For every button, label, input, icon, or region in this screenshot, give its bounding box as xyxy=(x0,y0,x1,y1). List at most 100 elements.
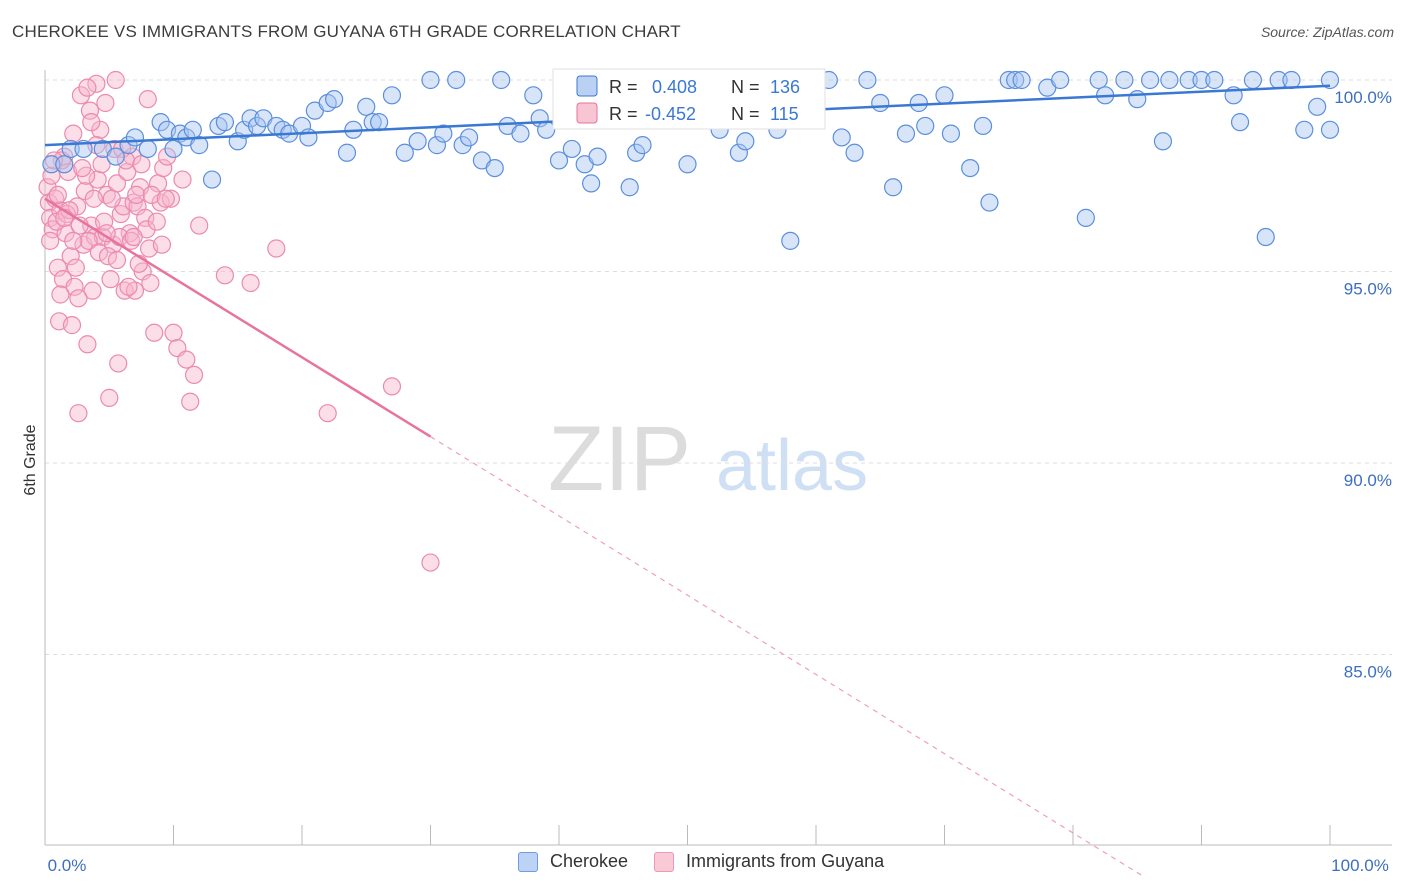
cherokee-point xyxy=(524,86,543,105)
cherokee-point xyxy=(537,120,556,139)
legend-item-guyana: Immigrants from Guyana xyxy=(654,851,884,872)
cherokee-point xyxy=(845,143,864,162)
guyana-point xyxy=(83,281,102,300)
cherokee-point xyxy=(1153,132,1173,151)
grid-lines xyxy=(45,79,1392,655)
cherokee-point xyxy=(973,116,993,136)
cherokee-point xyxy=(357,97,376,116)
guyana-point xyxy=(61,247,80,266)
guyana-point xyxy=(109,354,128,373)
legend-r-value-cherokee: 0.408 xyxy=(652,77,697,97)
guyana-point xyxy=(51,285,70,304)
cherokee-point xyxy=(1205,70,1224,90)
guyana-point xyxy=(421,553,440,572)
y-tick-label: 85.0% xyxy=(1344,663,1392,682)
guyana-point xyxy=(164,323,183,342)
cherokee-point xyxy=(1282,70,1301,90)
legend-r-value-guyana: -0.452 xyxy=(645,104,696,124)
cherokee-point xyxy=(909,93,928,113)
cherokee-point xyxy=(549,151,569,170)
guyana-point xyxy=(41,231,60,250)
legend-n-label-cherokee: N = xyxy=(731,77,760,97)
cherokee-point xyxy=(781,231,800,250)
guyana-point xyxy=(87,74,106,93)
legend-n-value-guyana: 115 xyxy=(770,104,799,124)
cherokee-point xyxy=(202,170,222,189)
guyana-point xyxy=(190,216,209,235)
cherokee-point xyxy=(858,70,877,90)
guyana-point xyxy=(80,101,100,120)
guyana-point xyxy=(64,124,83,143)
guyana-point xyxy=(184,365,204,385)
watermark-atlas: atlas xyxy=(716,426,868,506)
cherokee-point xyxy=(633,136,652,155)
guyana-point xyxy=(152,235,172,254)
guyana-point xyxy=(141,273,160,293)
guyana-point xyxy=(145,323,164,342)
guyana-point xyxy=(181,392,200,411)
guyana-point xyxy=(116,151,136,170)
cherokee-point xyxy=(980,193,999,212)
source-note: Source: ZipAtlas.com xyxy=(1260,24,1394,40)
cherokee-point xyxy=(325,90,344,109)
guyana-point xyxy=(156,189,175,208)
guyana-point xyxy=(82,113,101,132)
cherokee-point xyxy=(1089,70,1108,90)
cherokee-point xyxy=(1012,70,1031,90)
cherokee-point xyxy=(1230,113,1250,132)
legend-label-cherokee: Cherokee xyxy=(550,851,629,871)
cherokee-point xyxy=(961,158,980,178)
y-axis-label: 6th Grade xyxy=(22,424,39,495)
cherokee-point xyxy=(337,143,357,162)
cherokee-point xyxy=(1140,70,1160,90)
series-guyana-points xyxy=(38,70,440,572)
cherokee-point xyxy=(1243,70,1263,90)
guyana-point xyxy=(79,231,98,250)
correlation-legend: R = 0.408 N = 136 R = -0.452 N = 115 xyxy=(552,68,826,130)
series-legend: Cherokee Immigrants from Guyana xyxy=(518,851,910,872)
guyana-point xyxy=(95,212,114,231)
cherokee-point xyxy=(588,147,607,166)
guyana-point xyxy=(64,231,83,250)
cherokee-point xyxy=(1076,208,1095,227)
guyana-point xyxy=(241,273,260,293)
chart-title: CHEROKEE VS IMMIGRANTS FROM GUYANA 6TH G… xyxy=(12,22,681,41)
guyana-point xyxy=(107,250,127,270)
legend-color-cherokee xyxy=(518,851,538,872)
cherokee-point xyxy=(871,93,890,113)
guyana-point xyxy=(78,78,97,97)
guyana-trend-line xyxy=(44,197,432,438)
x-tick-label-max: 100.0% xyxy=(1331,856,1389,875)
guyana-point xyxy=(65,277,84,296)
guyana-point xyxy=(173,170,192,189)
guyana-point xyxy=(102,189,121,208)
cherokee-point xyxy=(1192,70,1211,90)
guyana-point xyxy=(124,227,143,247)
guyana-point xyxy=(96,93,115,113)
guyana-point xyxy=(154,158,173,178)
cherokee-point xyxy=(1115,70,1134,90)
cherokee-point xyxy=(421,70,440,90)
cherokee-point xyxy=(1308,97,1327,116)
guyana-point xyxy=(138,90,157,109)
guyana-point xyxy=(84,189,103,208)
guyana-point xyxy=(89,243,109,262)
guyana-point xyxy=(136,208,155,227)
guyana-point xyxy=(119,277,138,296)
cherokee-point xyxy=(183,120,202,139)
guyana-point xyxy=(147,212,166,231)
guyana-point xyxy=(132,155,151,174)
cherokee-point xyxy=(485,158,504,178)
guyana-point xyxy=(69,404,88,423)
cherokee-point xyxy=(1295,120,1314,139)
cherokee-point xyxy=(736,132,755,151)
y-tick-label: 90.0% xyxy=(1344,471,1392,490)
cherokee-point xyxy=(1179,70,1198,90)
cherokee-point xyxy=(164,139,183,159)
cherokee-point xyxy=(395,143,414,162)
cherokee-point xyxy=(106,147,125,166)
cherokee-point xyxy=(620,178,639,197)
cherokee-point xyxy=(434,124,453,143)
legend-r-label-guyana: R = xyxy=(609,104,638,124)
cherokee-point xyxy=(916,116,935,136)
